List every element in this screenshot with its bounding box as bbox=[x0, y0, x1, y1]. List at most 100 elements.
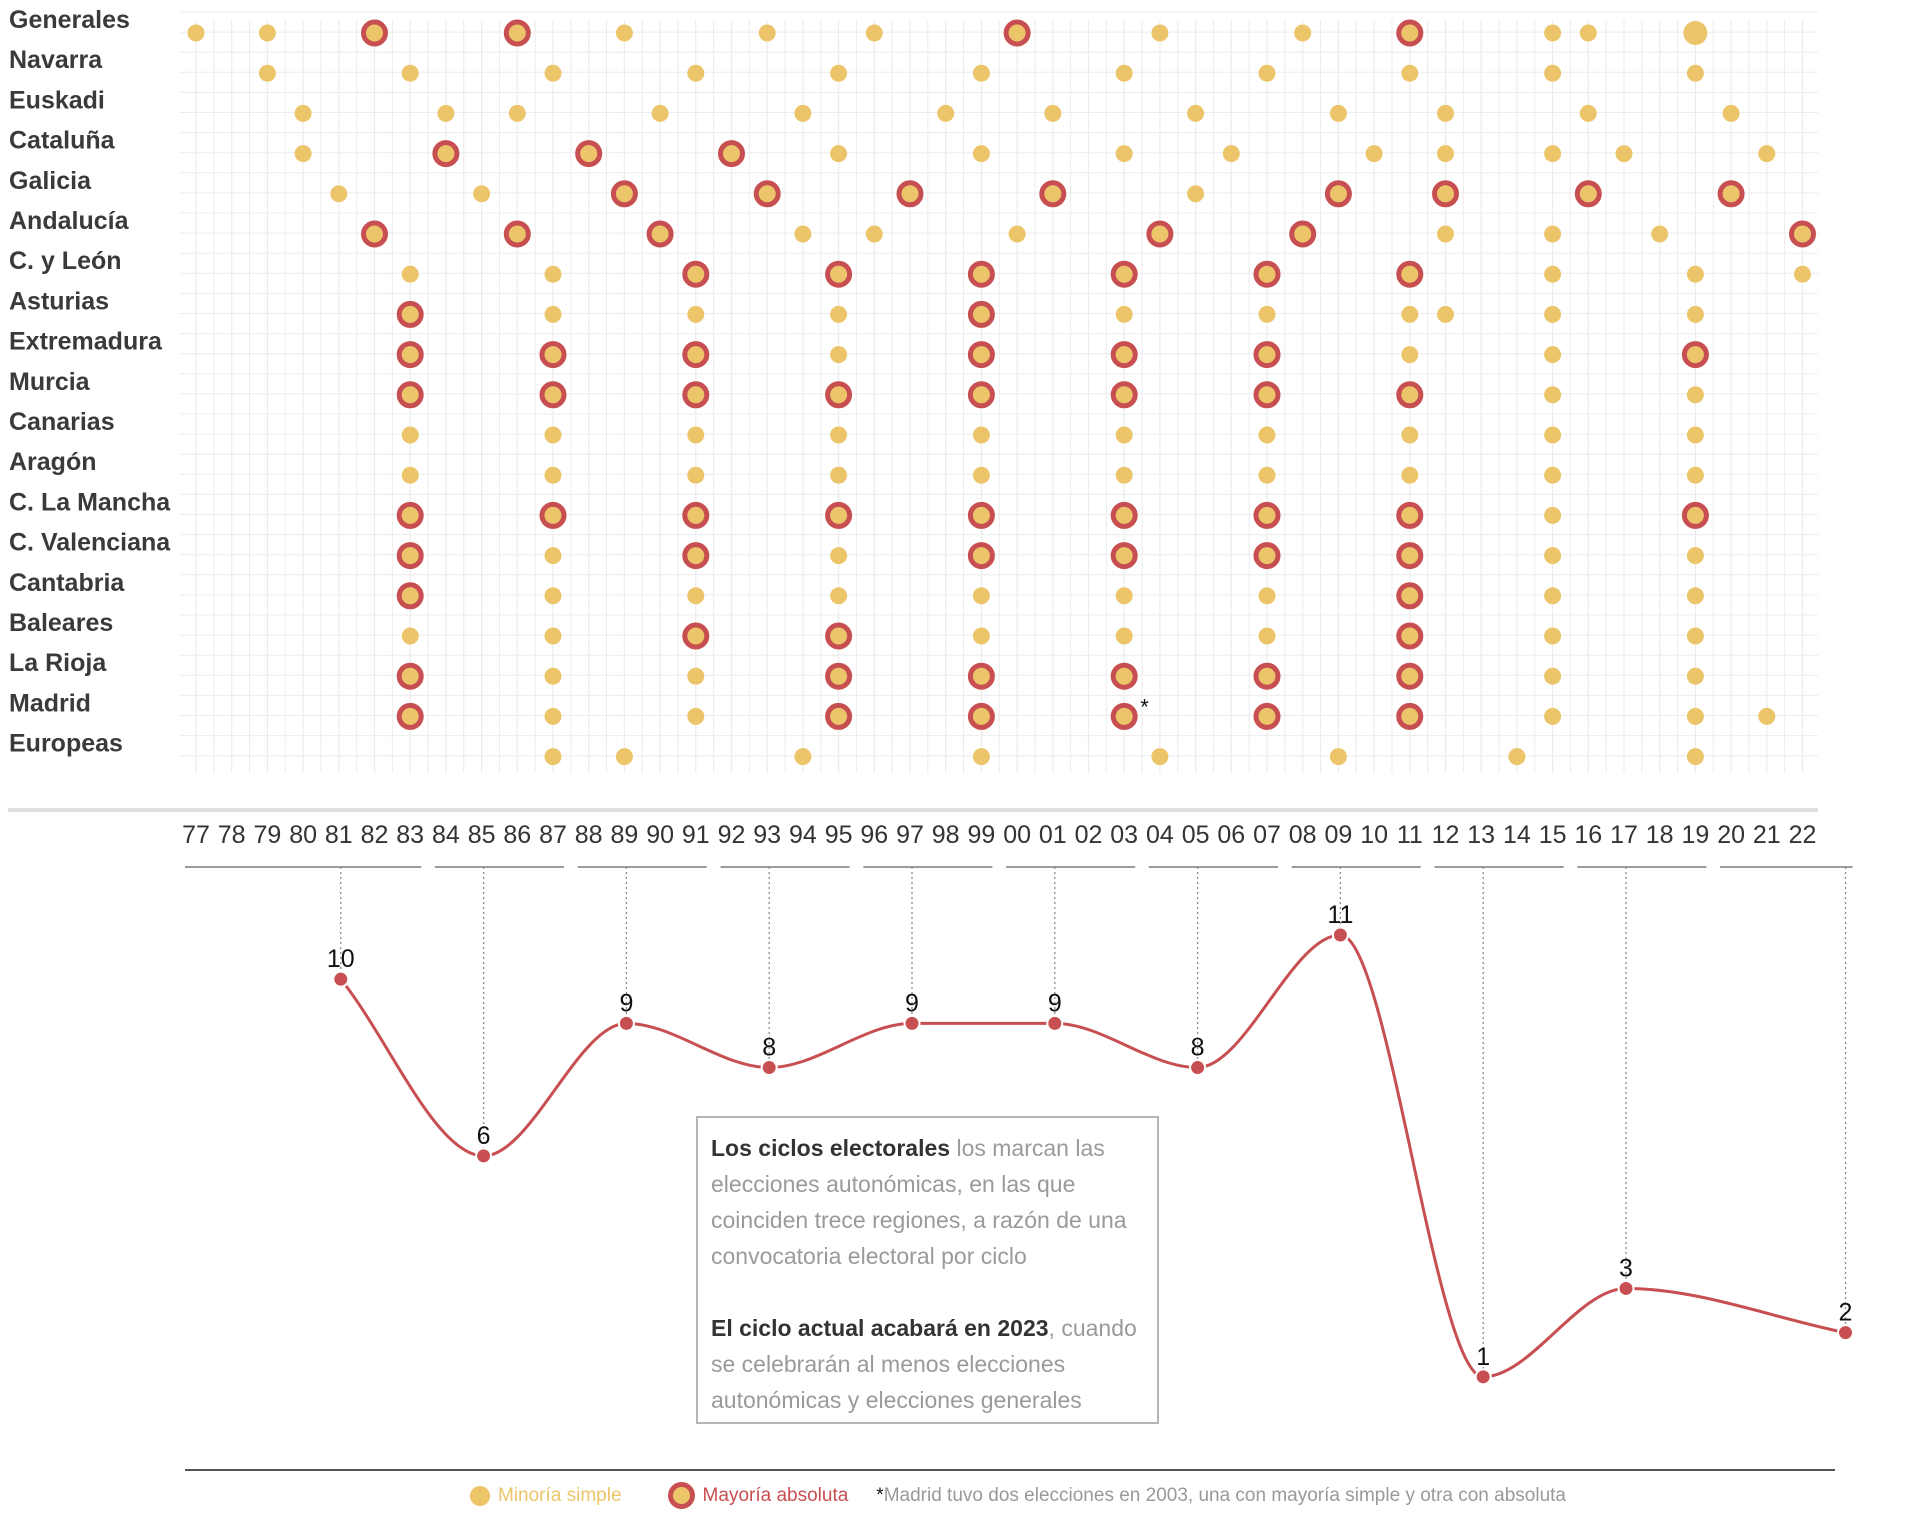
dot-minoria-galicia-81 bbox=[330, 185, 348, 203]
dot-minoria-canarias-11 bbox=[1401, 426, 1419, 444]
dot-minoria-navarra-83 bbox=[401, 64, 419, 82]
dot-mayoria-generales-86 bbox=[503, 19, 531, 47]
dot-mayoria-c-la-mancha-99 bbox=[967, 501, 995, 529]
dot-mayoria-c-valenciana-91 bbox=[682, 542, 710, 570]
dot-mayoria-extremadura-99 bbox=[967, 341, 995, 369]
dot-mayoria-madrid-07 bbox=[1253, 702, 1281, 730]
dot-minoria-galicia-05 bbox=[1187, 185, 1205, 203]
row-label-asturias: Asturias bbox=[9, 287, 109, 315]
dot-minoria-c-y-leon-15 bbox=[1544, 265, 1562, 283]
dot-minoria-andalucia-94 bbox=[794, 225, 812, 243]
dot-mayoria-baleares-11 bbox=[1396, 622, 1424, 650]
dot-mayoria-c-la-mancha-91 bbox=[682, 501, 710, 529]
dot-minoria-generales-16 bbox=[1579, 24, 1597, 42]
dot-mayoria-murcia-07 bbox=[1253, 381, 1281, 409]
dot-minoria-cataluna-15 bbox=[1544, 145, 1562, 163]
dot-minoria-canarias-03 bbox=[1115, 426, 1133, 444]
dot-mayoria-cantabria-83 bbox=[396, 582, 424, 610]
dot-minoria-baleares-87 bbox=[544, 627, 562, 645]
dot-minoria-canarias-83 bbox=[401, 426, 419, 444]
dot-minoria-cantabria-19 bbox=[1686, 587, 1704, 605]
dot-mayoria-murcia-99 bbox=[967, 381, 995, 409]
dot-minoria-euskadi-86 bbox=[508, 104, 526, 122]
cycle-value-label-7: 8 bbox=[1191, 1034, 1205, 1062]
note-paragraph-2: El ciclo actual acabará en 2023, cuando … bbox=[711, 1310, 1145, 1418]
row-label-generales: Generales bbox=[9, 6, 130, 34]
cycle-value-label-11: 2 bbox=[1839, 1299, 1853, 1327]
dot-mayoria-baleares-91 bbox=[682, 622, 710, 650]
year-label-77: 77 bbox=[182, 821, 210, 849]
dot-minoria-aragon-03 bbox=[1115, 466, 1133, 484]
legend-mayoria: Mayoría absoluta bbox=[667, 1482, 877, 1509]
dot-minoria-navarra-87 bbox=[544, 64, 562, 82]
dot-minoria-asturias-11 bbox=[1401, 305, 1419, 323]
dot-minoria-madrid-15 bbox=[1544, 707, 1562, 725]
row-label-navarra: Navarra bbox=[9, 46, 103, 74]
dot-mayoria-c-la-mancha-87 bbox=[539, 501, 567, 529]
year-label-05: 05 bbox=[1182, 821, 1210, 849]
cycle-point-1 bbox=[332, 970, 350, 988]
year-label-02: 02 bbox=[1075, 821, 1103, 849]
dot-minoria-generales-89 bbox=[615, 24, 633, 42]
dot-minoria-canarias-87 bbox=[544, 426, 562, 444]
dot-mayoria-generales-00 bbox=[1003, 19, 1031, 47]
dot-mayoria-asturias-99 bbox=[967, 300, 995, 328]
cycle-point-3 bbox=[617, 1014, 635, 1032]
row-label-madrid: Madrid bbox=[9, 689, 91, 717]
dot-mayoria-c-la-mancha-11 bbox=[1396, 501, 1424, 529]
year-label-87: 87 bbox=[539, 821, 567, 849]
dot-minoria-cataluna-06 bbox=[1222, 145, 1240, 163]
cycle-series-line bbox=[339, 933, 1846, 1379]
year-label-96: 96 bbox=[860, 821, 888, 849]
dot-minoria-generales-96 bbox=[865, 24, 883, 42]
dot-mayoria-galicia-16 bbox=[1574, 180, 1602, 208]
dot-minoria-europeas-09 bbox=[1329, 748, 1347, 766]
dot-mayoria-c-la-mancha-95 bbox=[825, 501, 853, 529]
dot-minoria-cataluna-17 bbox=[1615, 145, 1633, 163]
legend-footnote: * Madrid tuvo dos elecciones en 2003, un… bbox=[876, 1485, 1566, 1507]
dot-mayoria-extremadura-07 bbox=[1253, 341, 1281, 369]
cycle-point-6 bbox=[1046, 1014, 1064, 1032]
note-p1-bold: Los ciclos electorales bbox=[711, 1135, 951, 1161]
row-label-cataluna: Cataluña bbox=[9, 127, 116, 155]
footnote-text: Madrid tuvo dos elecciones en 2003, una … bbox=[883, 1484, 1566, 1506]
annotation-asterisk: * bbox=[1140, 694, 1149, 719]
dot-mayoria-murcia-91 bbox=[682, 381, 710, 409]
cycle-value-label-10: 3 bbox=[1619, 1254, 1633, 1282]
year-label-78: 78 bbox=[218, 821, 246, 849]
year-label-80: 80 bbox=[289, 821, 317, 849]
dot-mayoria-c-valenciana-03 bbox=[1110, 542, 1138, 570]
dot-mayoria-madrid-11 bbox=[1396, 702, 1424, 730]
dot-minoria-la-rioja-15 bbox=[1544, 667, 1562, 685]
dot-mayoria-extremadura-87 bbox=[539, 341, 567, 369]
dot-minoria-baleares-83 bbox=[401, 627, 419, 645]
mayoria-ring-icon bbox=[667, 1482, 695, 1509]
dot-mayoria-cataluna-84 bbox=[432, 140, 460, 168]
dot-minoria-europeas-99 bbox=[972, 748, 990, 766]
dot-minoria-navarra-11 bbox=[1401, 64, 1419, 82]
year-label-91: 91 bbox=[682, 821, 710, 849]
cycle-point-9 bbox=[1474, 1368, 1492, 1386]
year-label-21: 21 bbox=[1753, 821, 1781, 849]
dot-mayoria-la-rioja-99 bbox=[967, 662, 995, 690]
dot-minoria-andalucia-12 bbox=[1437, 225, 1454, 243]
dot-minoria-extremadura-11 bbox=[1401, 346, 1419, 364]
row-label-la-rioja: La Rioja bbox=[9, 649, 107, 677]
year-label-93: 93 bbox=[753, 821, 781, 849]
dot-mayoria-galicia-09 bbox=[1324, 180, 1352, 208]
dot-minoria-baleares-99 bbox=[972, 627, 990, 645]
dot-minoria-baleares-19 bbox=[1686, 627, 1704, 645]
year-label-18: 18 bbox=[1646, 821, 1674, 849]
dot-minoria-extremadura-15 bbox=[1544, 346, 1562, 364]
dot-minoria-euskadi-98 bbox=[937, 104, 955, 122]
dot-minoria-europeas-19 bbox=[1686, 748, 1704, 766]
row-label-europeas: Europeas bbox=[9, 730, 123, 758]
dot-minoria-navarra-95 bbox=[830, 64, 848, 82]
cycle-point-11 bbox=[1837, 1324, 1854, 1342]
cycle-value-label-1: 10 bbox=[327, 945, 355, 973]
note-p2-bold: El ciclo actual acabará en 2023 bbox=[711, 1315, 1049, 1341]
dot-mayoria-c-la-mancha-03 bbox=[1110, 501, 1138, 529]
dot-mayoria-c-y-leon-95 bbox=[825, 260, 853, 288]
